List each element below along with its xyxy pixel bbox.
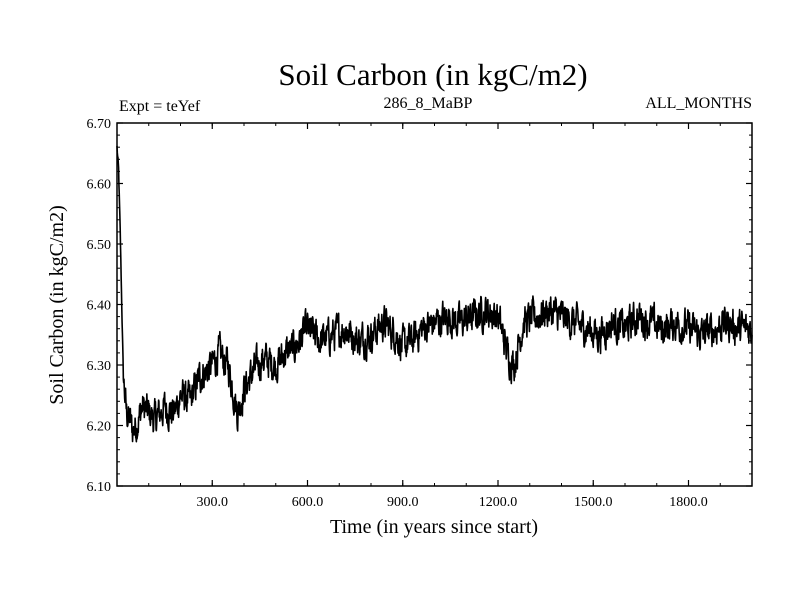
y-tick-label: 6.10 — [87, 480, 112, 495]
chart-title: Soil Carbon (in kgC/m2) — [278, 57, 587, 92]
x-tick-label: 900.0 — [387, 495, 419, 510]
x-tick-label: 1500.0 — [574, 495, 613, 510]
y-tick-label: 6.70 — [87, 117, 112, 132]
x-tick-label: 600.0 — [292, 495, 324, 510]
months-label: ALL_MONTHS — [645, 95, 752, 112]
x-tick-label: 300.0 — [197, 495, 229, 510]
x-tick-label: 1800.0 — [669, 495, 708, 510]
y-axis-label: Soil Carbon (in kgC/m2) — [46, 205, 68, 404]
plot-area-frame — [116, 122, 753, 487]
x-tick-label: 1200.0 — [479, 495, 518, 510]
ticks-layer: 6.10 6.20 6.30 6.40 6.50 6.60 6.70 300.0 600.0 90… — [87, 117, 752, 510]
period-label: 286_8_MaBP — [384, 95, 473, 112]
y-tick-label: 6.40 — [87, 299, 112, 314]
experiment-label: Expt = teYef — [119, 98, 201, 115]
x-axis-label: Time (in years since start) — [330, 516, 538, 538]
y-tick-label: 6.60 — [87, 178, 112, 193]
y-tick-label: 6.50 — [87, 238, 112, 253]
soil-carbon-series-line — [116, 145, 753, 443]
y-tick-label: 6.30 — [87, 359, 112, 374]
y-tick-label: 6.20 — [87, 420, 112, 435]
series-layer — [116, 145, 753, 443]
